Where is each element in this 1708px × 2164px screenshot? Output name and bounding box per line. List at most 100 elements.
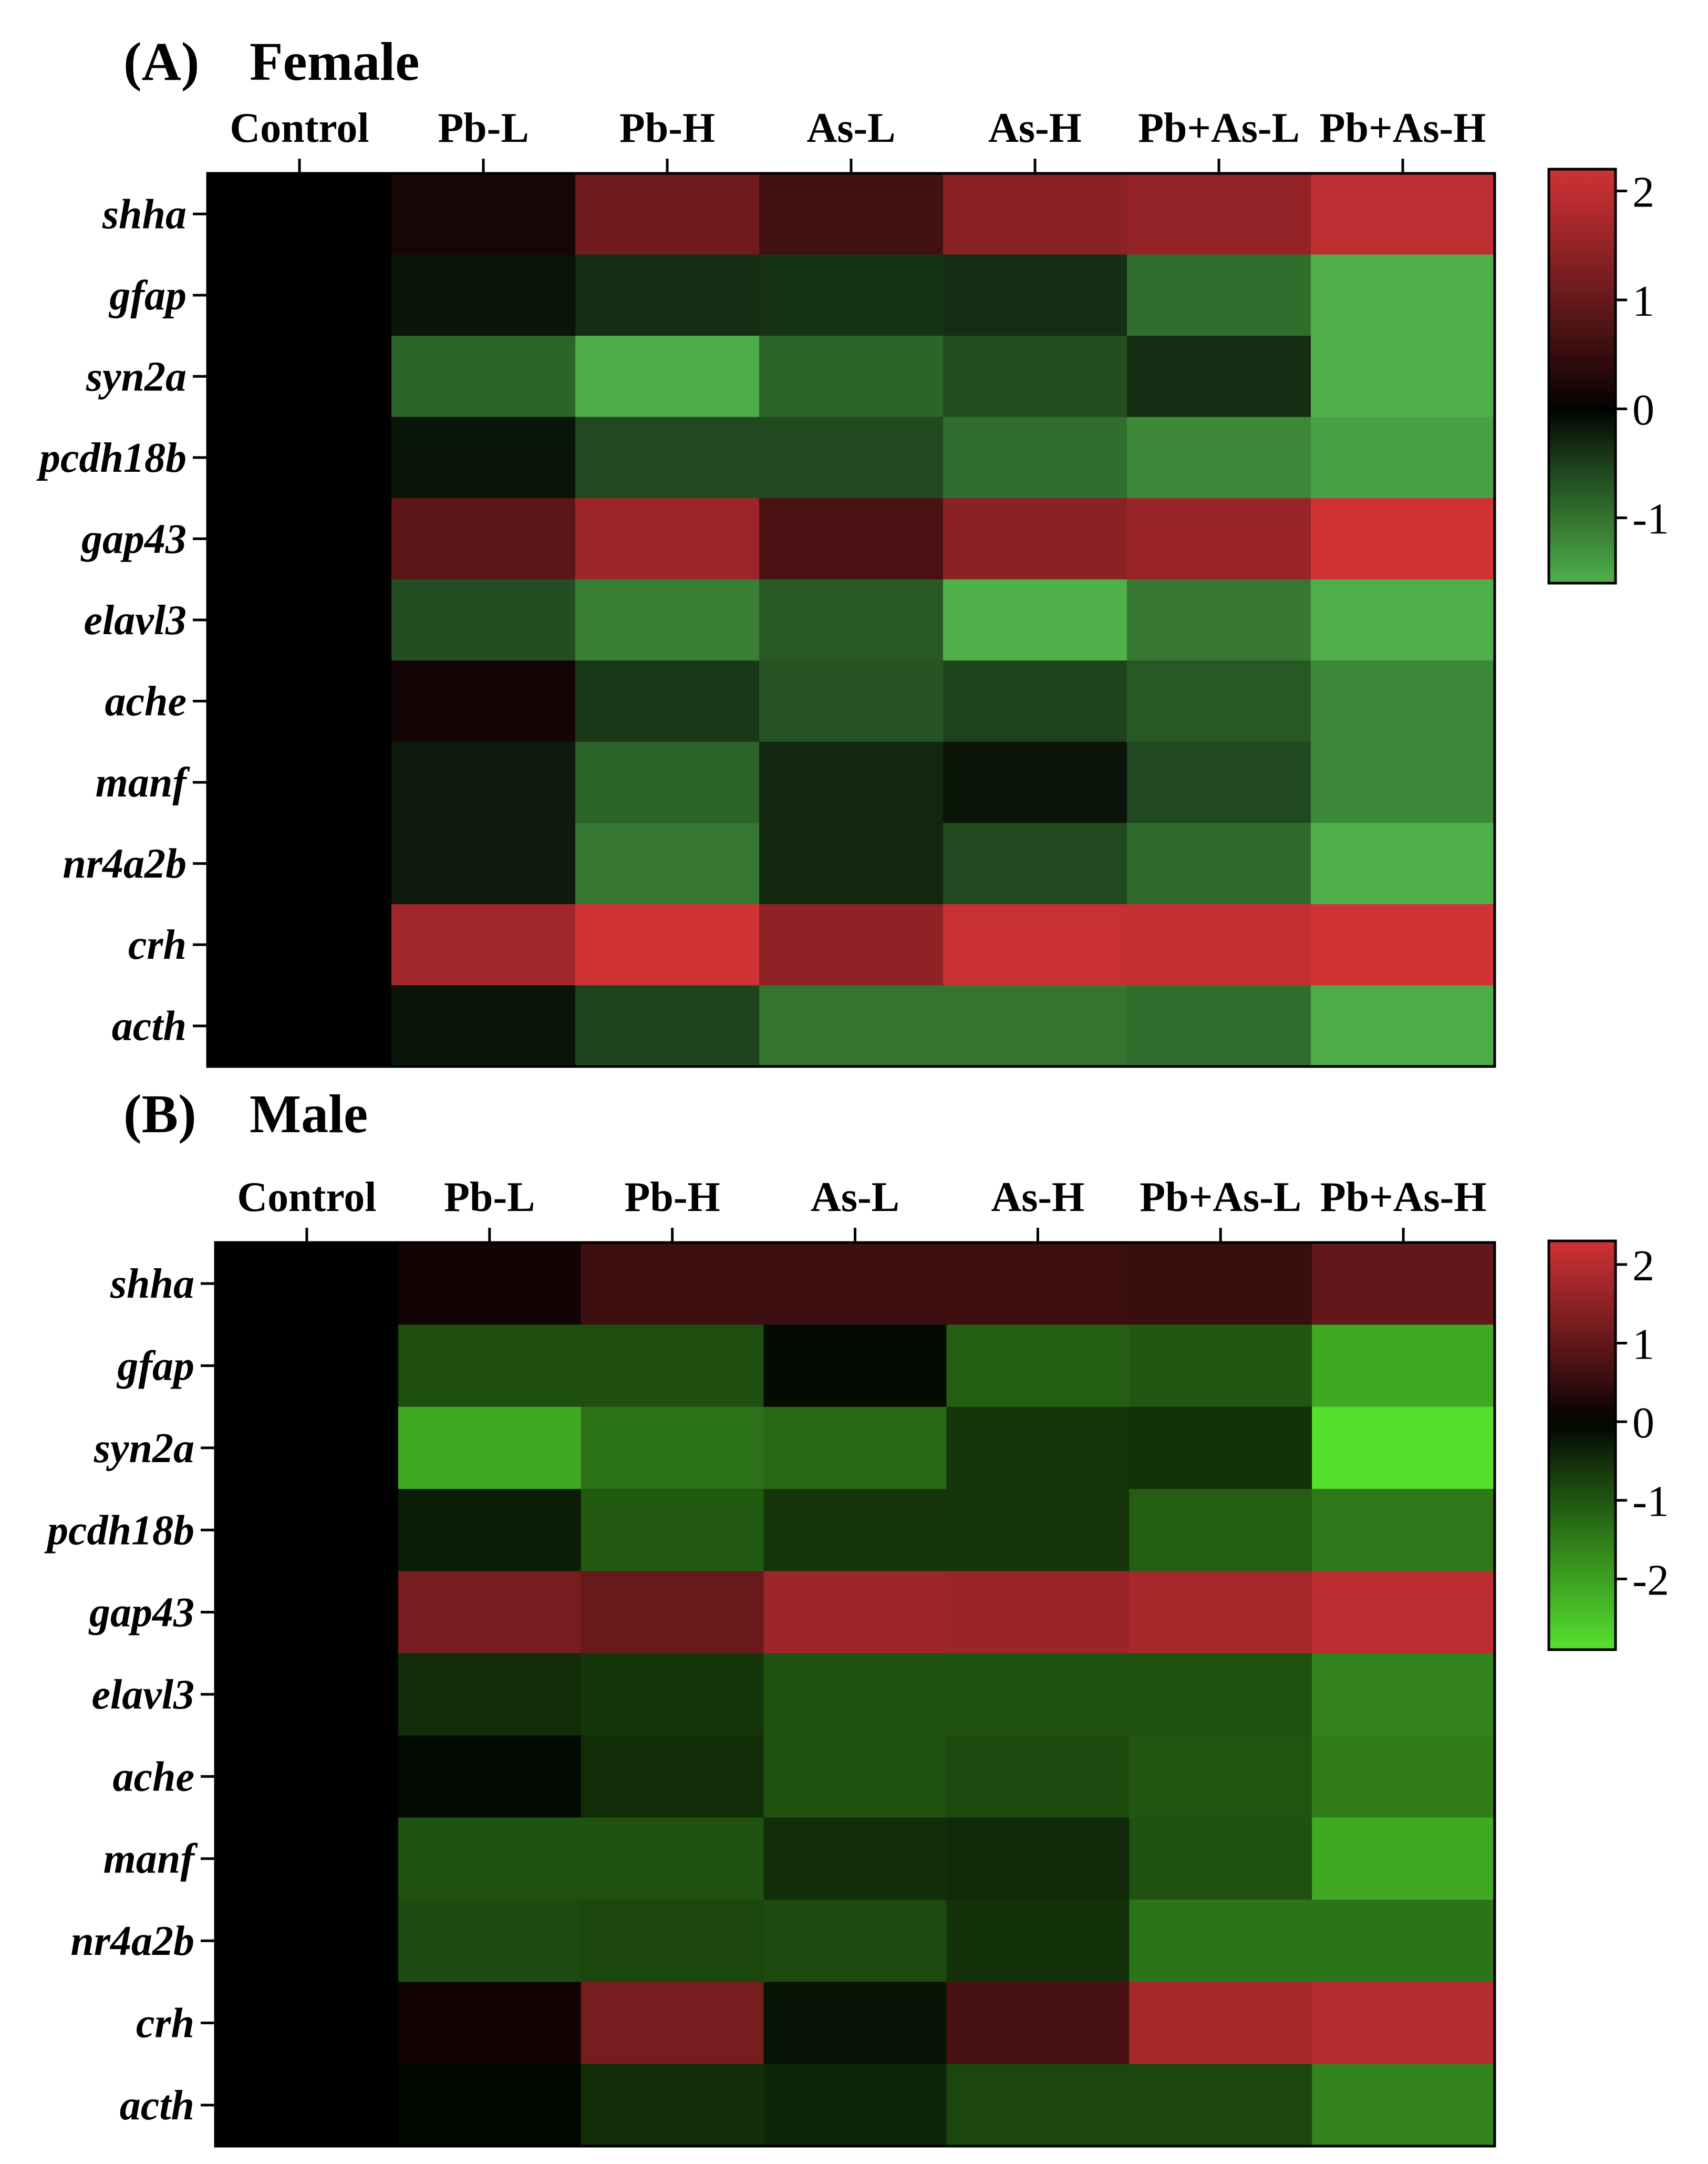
heatmap-cell-ache-As-H xyxy=(946,1735,1130,1818)
heatmap-cell-shha-Pb+As-H xyxy=(1312,1243,1495,1325)
heatmap-cell-shha-As-H xyxy=(943,173,1127,255)
heatmap-cell-manf-Pb+As-L xyxy=(1129,1817,1312,1900)
colorbar-tick-label: -1 xyxy=(1632,495,1669,544)
heatmap-cell-gap43-Pb-L xyxy=(398,1571,582,1654)
heatmap-cell-syn2a-Pb+As-L xyxy=(1127,336,1311,418)
column-label: As-H xyxy=(991,1174,1084,1220)
heatmap-cell-gap43-As-L xyxy=(763,1571,947,1654)
heatmap-cell-crh-Pb-H xyxy=(575,904,760,986)
heatmap-cell-syn2a-Pb-L xyxy=(398,1406,582,1489)
heatmap-cell-ache-Control xyxy=(215,1735,399,1818)
row-label: elavl3 xyxy=(92,1672,194,1718)
heatmap-cell-elavl3-As-L xyxy=(763,1653,947,1736)
heatmap-cell-nr4a2b-Pb+As-H xyxy=(1311,823,1495,905)
heatmap-cell-ache-Pb+As-L xyxy=(1129,1735,1312,1818)
heatmap-cell-gfap-Pb+As-L xyxy=(1129,1324,1312,1407)
heatmap-cell-elavl3-Control xyxy=(208,579,392,661)
heatmap-cell-crh-Pb+As-L xyxy=(1127,904,1311,986)
heatmap-cell-manf-Pb-H xyxy=(581,1817,764,1900)
heatmap-cell-gap43-Pb+As-L xyxy=(1127,498,1311,580)
heatmap-cell-acth-Control xyxy=(215,2064,399,2147)
row-label: crh xyxy=(136,2000,194,2046)
heatmap-cell-ache-Pb+As-H xyxy=(1312,1735,1495,1818)
row-label: syn2a xyxy=(94,1425,194,1472)
heatmap-cell-gap43-As-L xyxy=(759,498,944,580)
row-label: elavl3 xyxy=(84,597,187,644)
heatmap-cell-elavl3-Pb+As-L xyxy=(1127,579,1311,661)
heatmap-cell-gfap-Pb-H xyxy=(581,1324,764,1407)
row-label: ache xyxy=(112,1754,194,1800)
panel-title: Male xyxy=(250,1084,368,1144)
heatmap-cell-gap43-Pb+As-L xyxy=(1129,1571,1312,1654)
heatmap-cell-syn2a-Pb+As-H xyxy=(1311,336,1495,418)
heatmap-cell-nr4a2b-Pb-L xyxy=(398,1899,582,1982)
heatmap-cell-nr4a2b-As-L xyxy=(759,823,944,905)
heatmap-cell-crh-Pb+As-L xyxy=(1129,1982,1312,2065)
colorbar-tick-label: 1 xyxy=(1632,277,1654,326)
heatmap-cell-gfap-As-L xyxy=(763,1324,947,1407)
heatmap-cell-pcdh18b-Control xyxy=(215,1489,399,1572)
heatmap-cell-ache-Pb+As-L xyxy=(1127,660,1311,742)
heatmap-cell-ache-Pb-H xyxy=(575,660,760,742)
heatmap-cell-nr4a2b-Pb-H xyxy=(581,1899,764,1982)
heatmap-cell-manf-As-H xyxy=(943,741,1127,823)
colorbar-tick-label: -1 xyxy=(1632,1477,1669,1526)
column-label: Pb+As-H xyxy=(1320,105,1486,151)
heatmap-cell-pcdh18b-Pb+As-L xyxy=(1129,1489,1312,1572)
row-label: ache xyxy=(105,679,187,725)
row-label: gfap xyxy=(108,273,187,319)
heatmap-cell-gfap-Pb+As-L xyxy=(1127,254,1311,336)
heatmap-cell-nr4a2b-As-H xyxy=(943,823,1127,905)
heatmap-cell-pcdh18b-As-H xyxy=(946,1489,1130,1572)
heatmap-cell-nr4a2b-Pb-H xyxy=(575,823,760,905)
heatmap-cell-gap43-Control xyxy=(215,1571,399,1654)
heatmap-cell-crh-Pb+As-H xyxy=(1312,1982,1495,2065)
heatmap-cell-pcdh18b-As-L xyxy=(759,417,944,499)
heatmap-cell-manf-As-L xyxy=(759,741,944,823)
heatmap-cell-manf-Pb-L xyxy=(391,741,576,823)
heatmap-cell-ache-Pb-H xyxy=(581,1735,764,1818)
heatmap-cell-gap43-Pb-L xyxy=(391,498,576,580)
heatmap-cell-shha-Pb-H xyxy=(581,1243,764,1325)
heatmap-cell-syn2a-Pb-H xyxy=(581,1406,764,1489)
heatmap-cell-syn2a-As-L xyxy=(763,1406,947,1489)
heatmap-cell-ache-As-H xyxy=(943,660,1127,742)
heatmap-cell-crh-Control xyxy=(208,904,392,986)
column-label: As-L xyxy=(811,1174,899,1220)
heatmap-cell-ache-Control xyxy=(208,660,392,742)
heatmap-cell-elavl3-Pb-H xyxy=(575,579,760,661)
column-label: Pb-L xyxy=(444,1174,535,1220)
row-label: pcdh18b xyxy=(44,1507,194,1554)
heatmap-cell-nr4a2b-Pb+As-L xyxy=(1129,1899,1312,1982)
heatmap-cell-gfap-Control xyxy=(215,1324,399,1407)
colorbar-tick-label: -2 xyxy=(1632,1556,1669,1604)
heatmap-cell-crh-As-L xyxy=(763,1982,947,2065)
heatmap-cell-shha-As-L xyxy=(763,1243,947,1325)
heatmap-cell-elavl3-Pb+As-H xyxy=(1311,579,1495,661)
heatmap-cell-elavl3-As-L xyxy=(759,579,944,661)
heatmap-cell-manf-Pb+As-H xyxy=(1311,741,1495,823)
panel-label: (B) xyxy=(123,1084,196,1144)
panel-label: (A) xyxy=(123,32,199,92)
heatmap-cell-syn2a-Control xyxy=(215,1406,399,1489)
row-label: acth xyxy=(120,2083,194,2129)
column-label: Pb+As-L xyxy=(1138,105,1300,151)
heatmap-cell-manf-As-L xyxy=(763,1817,947,1900)
heatmap-cell-gap43-Pb-H xyxy=(581,1571,764,1654)
colorbar-tick-label: 0 xyxy=(1632,386,1654,434)
heatmap-cell-shha-Pb+As-L xyxy=(1129,1243,1312,1325)
heatmap-cell-nr4a2b-Pb+As-L xyxy=(1127,823,1311,905)
heatmap-cell-elavl3-Control xyxy=(215,1653,399,1736)
heatmap-cell-gap43-As-H xyxy=(943,498,1127,580)
heatmap-cell-syn2a-Pb-L xyxy=(391,336,576,418)
heatmap-cell-gfap-As-H xyxy=(946,1324,1130,1407)
heatmap-cell-gfap-Pb-H xyxy=(575,254,760,336)
heatmap-cell-elavl3-Pb+As-L xyxy=(1129,1653,1312,1736)
heatmap-cell-acth-Pb-L xyxy=(398,2064,582,2147)
heatmap-cell-manf-Control xyxy=(208,741,392,823)
colorbar xyxy=(1547,168,1617,585)
colorbar xyxy=(1547,1239,1617,1651)
heatmap-cell-shha-As-L xyxy=(759,173,944,255)
colorbar-tick-label: 1 xyxy=(1632,1320,1654,1369)
